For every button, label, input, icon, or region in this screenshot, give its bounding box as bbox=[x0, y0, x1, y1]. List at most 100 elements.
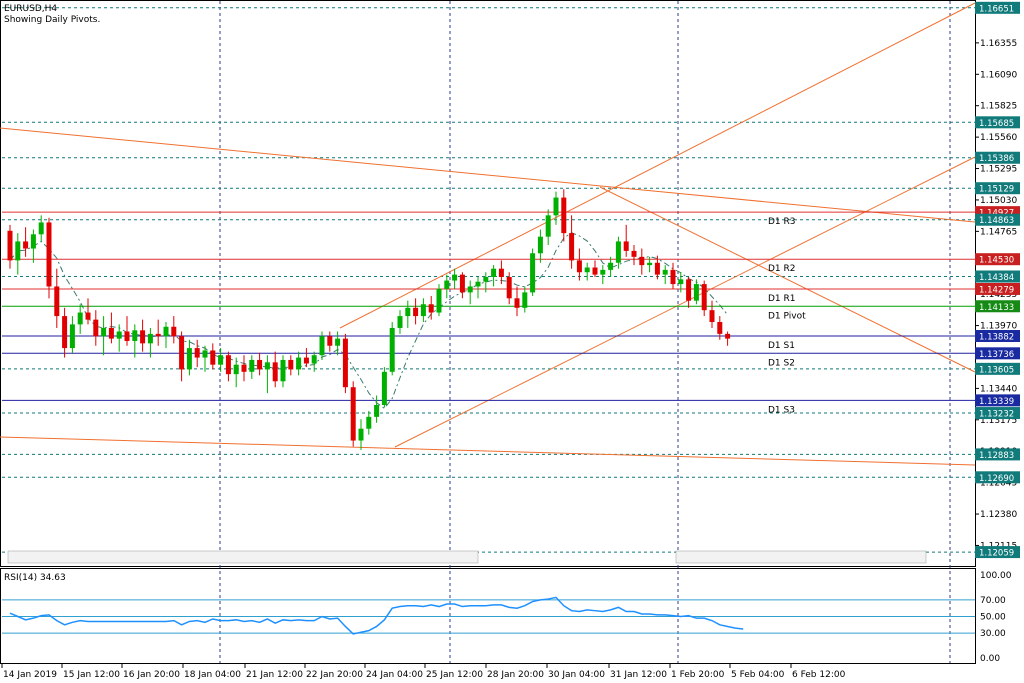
price-tag-label: 1.13736 bbox=[979, 350, 1014, 360]
price-tag bbox=[975, 471, 1020, 484]
candle-body bbox=[38, 222, 44, 235]
x-tick-label: 22 Jan 20:00 bbox=[306, 670, 363, 680]
candle-body bbox=[54, 286, 60, 317]
grid-layer bbox=[2, 1, 975, 663]
candle-body bbox=[132, 330, 138, 341]
price-tag bbox=[975, 213, 1020, 226]
candle-body bbox=[116, 331, 122, 339]
pivot-label: D1 S1 bbox=[768, 341, 795, 351]
candle-body bbox=[280, 359, 286, 382]
candle-body bbox=[561, 197, 567, 234]
rsi-tick-label: 100.00 bbox=[980, 571, 1012, 581]
candle-body bbox=[101, 327, 107, 337]
rsi-line bbox=[9, 596, 744, 635]
candle-body bbox=[374, 404, 380, 417]
x-tick-label: 21 Jan 12:00 bbox=[246, 670, 303, 680]
candle-body bbox=[709, 310, 715, 323]
price-tag-label: 1.15129 bbox=[979, 185, 1014, 195]
y-tick-label: 1.13440 bbox=[980, 384, 1017, 394]
candle-body bbox=[569, 233, 575, 261]
y-tick-label: 1.15295 bbox=[980, 165, 1017, 175]
price-tag bbox=[975, 394, 1020, 407]
trend-line bbox=[339, 2, 976, 329]
candle-body bbox=[537, 236, 543, 254]
candle-body bbox=[69, 324, 75, 349]
price-tag-label: 1.14133 bbox=[979, 303, 1014, 313]
candle-body bbox=[77, 312, 83, 325]
candle-body bbox=[296, 357, 302, 370]
candle-body bbox=[327, 336, 333, 346]
y-tick-label: 1.16090 bbox=[980, 70, 1017, 80]
price-tag-label: 1.14927 bbox=[979, 209, 1014, 219]
price-tag bbox=[975, 270, 1020, 283]
price-tag-label: 1.12883 bbox=[979, 451, 1014, 461]
price-tag bbox=[975, 116, 1020, 129]
candle-body bbox=[171, 326, 177, 337]
ribbon-box bbox=[7, 550, 479, 564]
x-tick-label: 31 Jan 12:00 bbox=[610, 670, 667, 680]
price-tag-label: 1.14863 bbox=[979, 216, 1014, 226]
candle-body bbox=[155, 333, 161, 337]
candle-body bbox=[15, 241, 21, 261]
candle-body bbox=[483, 276, 489, 282]
trend-line bbox=[0, 436, 976, 466]
candle-body bbox=[506, 276, 512, 299]
candle-body bbox=[257, 359, 263, 370]
candle-body bbox=[522, 292, 528, 308]
y-tick-label: 1.15030 bbox=[980, 196, 1017, 206]
candle-body bbox=[366, 416, 372, 429]
candle-body bbox=[233, 364, 239, 375]
candle-body bbox=[147, 333, 153, 344]
x-tick-label: 6 Feb 12:00 bbox=[792, 670, 846, 680]
candle-body bbox=[389, 327, 395, 372]
x-axis: 14 Jan 2019 15 Jan 12:00 16 Jan 20:00 18 Ja… bbox=[1, 664, 846, 680]
candle-body bbox=[108, 327, 114, 339]
candle-body bbox=[600, 269, 606, 275]
candle-body bbox=[194, 348, 200, 358]
moving-average-line bbox=[9, 232, 728, 410]
price-tag bbox=[975, 362, 1020, 375]
candle-body bbox=[670, 269, 676, 285]
candle-body bbox=[623, 241, 629, 251]
candle-body bbox=[693, 284, 699, 301]
y-tick-label: 1.15825 bbox=[980, 102, 1017, 112]
x-tick-label: 14 Jan 2019 bbox=[3, 670, 57, 680]
price-tag bbox=[975, 347, 1020, 360]
y-tick-label: 1.12645 bbox=[980, 479, 1017, 489]
y-tick-label: 1.15560 bbox=[980, 133, 1017, 143]
candle-body bbox=[350, 387, 356, 441]
candle-body bbox=[335, 338, 341, 346]
candle-body bbox=[303, 357, 309, 364]
candle-body bbox=[358, 428, 364, 441]
y-tick-label: 1.13175 bbox=[980, 416, 1017, 426]
candle-body bbox=[452, 274, 458, 281]
price-tag-label: 1.16651 bbox=[979, 4, 1014, 14]
x-tick-label: 5 Feb 04:00 bbox=[731, 670, 785, 680]
y-tick-label: 1.16355 bbox=[980, 39, 1017, 49]
candle-body bbox=[654, 262, 660, 275]
pivot-label: D1 R3 bbox=[768, 217, 796, 227]
price-tag-label: 1.13605 bbox=[979, 365, 1014, 375]
symbol-label: EURUSD,H4 bbox=[4, 4, 57, 14]
rsi-tick-label: 70.00 bbox=[980, 596, 1006, 606]
rsi-layer: 100.00 70.00 50.00 30.00 0.00 bbox=[2, 571, 1012, 664]
candle-body bbox=[311, 355, 317, 364]
candle-body bbox=[444, 280, 450, 289]
candle-body bbox=[225, 355, 231, 375]
candle-body bbox=[202, 350, 208, 358]
x-tick-label: 30 Jan 04:00 bbox=[548, 670, 605, 680]
rsi-tick-label: 50.00 bbox=[980, 613, 1006, 623]
price-tag bbox=[975, 253, 1020, 266]
candle-body bbox=[584, 267, 590, 273]
price-tag-label: 1.12059 bbox=[979, 549, 1014, 559]
candle-body bbox=[459, 274, 465, 293]
price-tag bbox=[975, 300, 1020, 313]
trend-line bbox=[0, 127, 976, 223]
x-tick-label: 18 Jan 04:00 bbox=[184, 670, 241, 680]
candle-body bbox=[467, 286, 473, 293]
pivots-subtitle: Showing Daily Pivots. bbox=[4, 15, 100, 25]
candle-body bbox=[639, 256, 645, 266]
price-tag-label: 1.13232 bbox=[979, 410, 1014, 420]
